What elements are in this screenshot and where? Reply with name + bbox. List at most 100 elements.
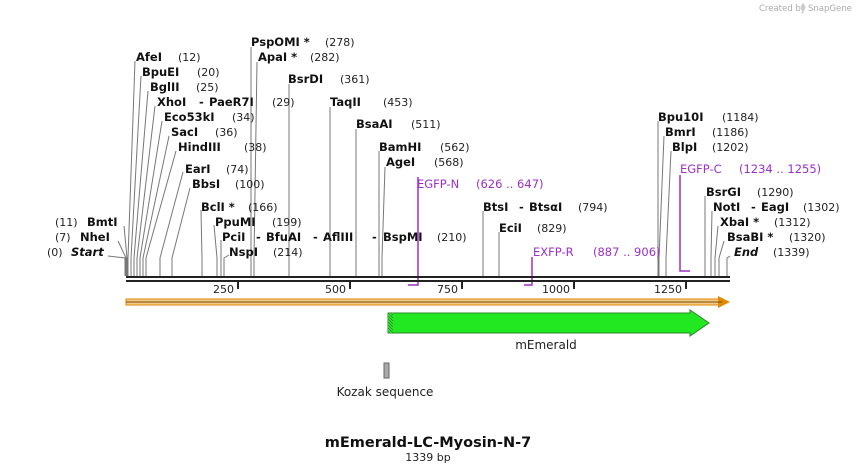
site-name: PciI [222, 230, 245, 244]
site-pos: (1184) [722, 111, 759, 124]
line-start [107, 255, 126, 276]
site-name: NheI [80, 230, 110, 244]
site-name: EciI [499, 221, 522, 235]
site-pos: (361) [340, 73, 370, 86]
site-name: BmrI [665, 125, 696, 139]
site-name-2: BfuAI [266, 230, 301, 244]
feature-box [383, 362, 390, 379]
line-eari [159, 171, 184, 276]
site-pos: (1339) [773, 246, 810, 259]
ruler-label: 500 [325, 283, 346, 296]
svg-text:-: - [256, 230, 261, 244]
site-pos: (1302) [803, 201, 840, 214]
site-name: PspOMI * [251, 35, 310, 49]
site-name: BsrGI [706, 185, 741, 199]
site-pos: (453) [383, 96, 413, 109]
feature-label: mEmerald [515, 338, 577, 352]
site-label-start: (0) Start [47, 245, 104, 259]
site-pos: (794) [578, 201, 608, 214]
primer-name: EXFP-R [533, 245, 574, 259]
site-name-4: BspMI [383, 230, 423, 244]
svg-text:-: - [313, 230, 318, 244]
line-bcli [200, 209, 203, 276]
site-name: BsrDI [288, 72, 323, 86]
orf-arrow [125, 296, 730, 308]
snapgene-logo-icon [800, 3, 806, 12]
site-pos: (38) [244, 141, 267, 154]
ruler: 250 500 750 1000 1250 [213, 282, 687, 296]
site-label-eari: EarI (74) [185, 162, 249, 176]
site-pos: (210) [437, 231, 467, 244]
ruler-tick [685, 282, 687, 289]
site-pos: (36) [215, 126, 238, 139]
site-label-bsrdi: BsrDI (361) [288, 72, 370, 86]
backbone-bottom-strand [126, 280, 730, 282]
site-pos: (20) [197, 66, 220, 79]
line-xbai [714, 225, 719, 276]
line-noti [710, 210, 713, 276]
line-nhei [117, 240, 127, 276]
site-pos: (1290) [757, 186, 794, 199]
ruler-tick [573, 282, 575, 289]
site-pos: (278) [325, 36, 355, 49]
site-pos: (0) [47, 246, 63, 259]
svg-text:-: - [519, 200, 524, 214]
site-name: BsaAI [356, 117, 393, 131]
site-pos: (282) [310, 51, 340, 64]
site-name: BclI * [201, 200, 235, 214]
site-name-3: AflIII [323, 230, 353, 244]
feature-kozak: Kozak sequence [337, 362, 433, 399]
line-saci [142, 135, 170, 276]
credit-text: Created by [759, 4, 806, 14]
line-nspi [223, 254, 230, 276]
site-label-ecii: EciI (829) [499, 221, 567, 235]
site-pos: (34) [232, 111, 255, 124]
feature-hatch [388, 313, 393, 333]
site-label-nhei: (7) NheI [55, 230, 110, 244]
site-label-xhoi: XhoI - PaeR7I (29) [157, 95, 295, 109]
line-bpuei [130, 75, 142, 276]
svg-text:-: - [372, 230, 377, 244]
cut-site-lines [107, 47, 731, 276]
orf-arrowhead-icon [718, 296, 730, 308]
site-label-saci: SacI (36) [171, 125, 238, 139]
primer-arrow [524, 257, 533, 286]
line-afei [127, 60, 136, 276]
primer-name: EGFP-N [417, 177, 459, 191]
site-label-taqii: TaqII (453) [330, 95, 413, 109]
site-pos: (1312) [774, 216, 811, 229]
site-label-apai: ApaI * (282) [258, 50, 340, 64]
site-label-bmti: (11) BmtI [55, 215, 118, 229]
site-name: PpuMI [215, 215, 256, 229]
site-name: Start [71, 245, 104, 259]
site-name: ApaI * [258, 50, 297, 64]
site-name: SacI [171, 125, 198, 139]
site-label-hindiii: HindIII (38) [178, 140, 267, 154]
site-name: BpuEI [142, 65, 179, 79]
line-bmri [658, 135, 665, 276]
site-label-bsrgi: BsrGI (1290) [706, 185, 794, 199]
site-name: AfeI [136, 50, 162, 64]
line-bsabi [718, 240, 725, 276]
site-pos: (511) [411, 118, 441, 131]
site-pos: (568) [434, 156, 464, 169]
site-label-eco53ki: Eco53kI (34) [164, 110, 255, 124]
site-label-bamhi: BamHI (562) [379, 140, 470, 154]
site-label-btsi: BtsI - BtsαI (794) [483, 200, 608, 214]
line-ppumi [213, 224, 218, 276]
site-name: TaqII [330, 95, 361, 109]
site-name: BtsI [483, 200, 508, 214]
backbone-top-strand [126, 276, 730, 278]
site-name-2: PaeR7I [209, 95, 254, 109]
site-pos: (166) [248, 201, 278, 214]
site-label-end: End (1339) [734, 245, 810, 259]
site-label-bcli: BclI * (166) [201, 200, 278, 214]
ruler-label: 250 [213, 283, 234, 296]
ruler-label: 1250 [654, 283, 682, 296]
site-label-bsabi: BsaBI * (1320) [727, 230, 826, 244]
feature-arrow [387, 309, 710, 337]
site-pos: (11) [55, 216, 78, 229]
site-pos: (1202) [712, 141, 749, 154]
ruler-label: 750 [437, 283, 458, 296]
